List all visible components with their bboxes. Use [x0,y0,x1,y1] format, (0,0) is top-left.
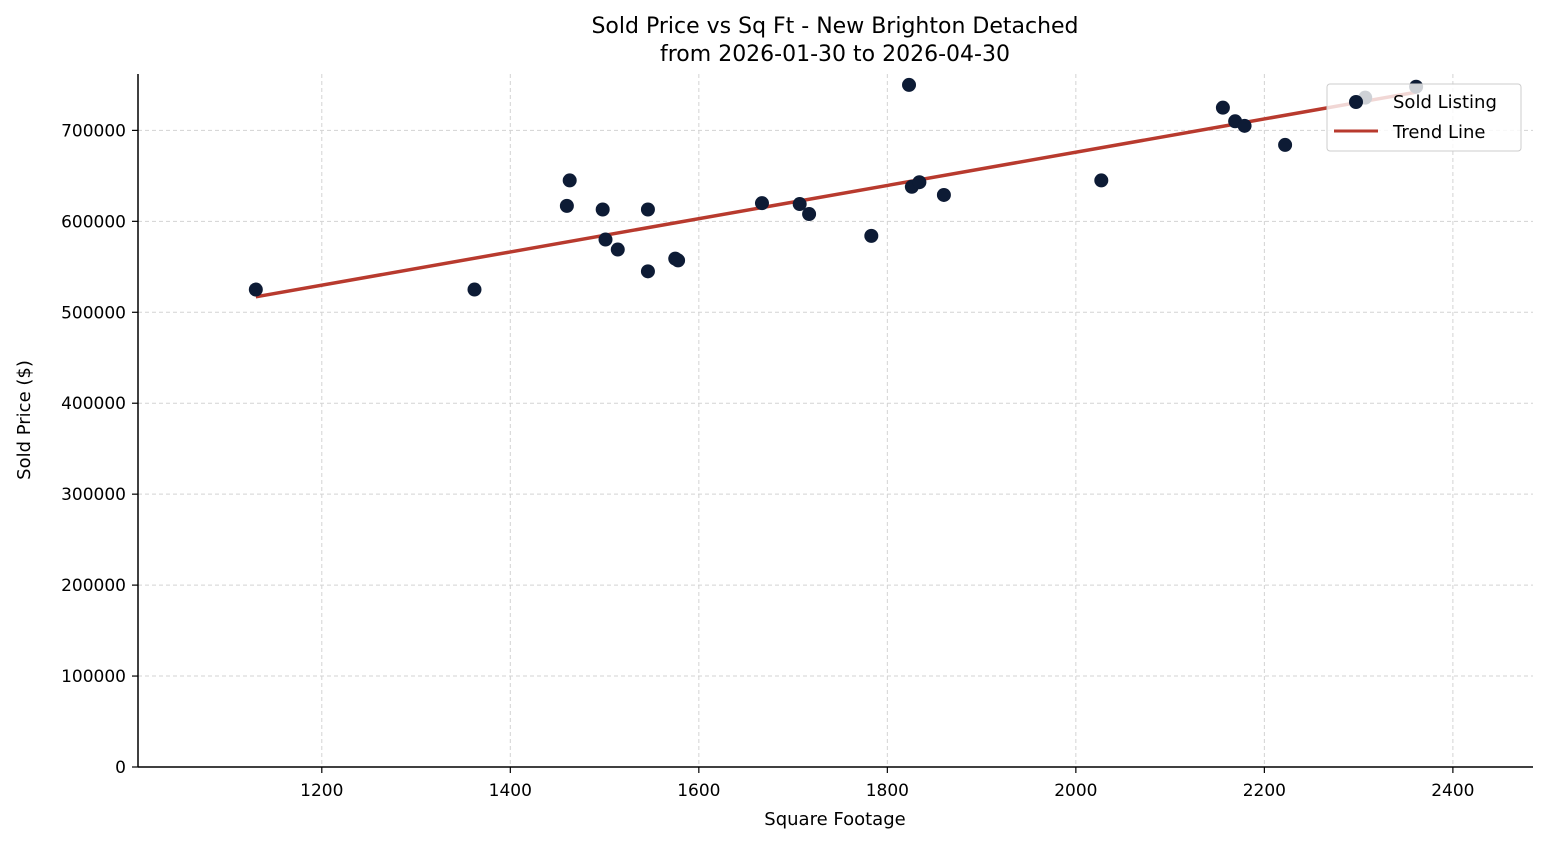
y-tick-label: 100000 [61,667,126,687]
x-tick-label: 2000 [1054,781,1097,801]
x-tick-label: 2400 [1431,781,1474,801]
y-tick-label: 600000 [61,212,126,232]
data-point [802,207,817,222]
legend-label-trend-line: Trend Line [1392,122,1486,143]
legend-label-sold-listing: Sold Listing [1393,92,1497,113]
trend-line-layer [255,90,1417,299]
data-point [902,77,917,92]
data-point [559,198,574,213]
legend-box [1326,83,1522,152]
y-tick-label: 500000 [61,303,126,323]
x-tick-label: 2200 [1243,781,1286,801]
data-point [610,242,625,257]
data-point [467,282,482,297]
data-point [792,197,807,212]
chart-title: Sold Price vs Sq Ft - New Brighton Detac… [591,14,1078,39]
data-point [595,202,610,217]
data-point [754,196,769,211]
y-tick-label: 700000 [61,121,126,141]
axes [132,74,1533,773]
x-tick-label: 1800 [866,781,909,801]
y-axis-label: Sold Price ($) [14,360,35,480]
x-tick-label: 1600 [677,781,720,801]
tick-labels: 1200 1400 1600 1800 2000 2200 2400 0 100000 20000… [61,121,1474,801]
data-point [640,264,655,279]
data-point [1237,118,1252,133]
x-tick-label: 1200 [300,781,343,801]
data-point [1094,173,1109,188]
grid-lines [138,74,1533,767]
trend-line [255,90,1417,299]
legend-marker-sold-listing [1349,95,1363,109]
data-point [562,173,577,188]
y-tick-label: 300000 [61,485,126,505]
x-axis-label: Square Footage [764,809,905,830]
data-point [1278,137,1293,152]
data-point [1215,100,1230,115]
data-point [936,187,951,202]
chart-subtitle: from 2026-01-30 to 2026-04-30 [660,42,1010,67]
x-tick-label: 1400 [489,781,532,801]
data-point [912,175,927,190]
legend: Sold Listing Trend Line [1326,83,1522,152]
y-tick-label: 400000 [61,394,126,414]
data-point [248,282,263,297]
data-point [864,228,879,243]
data-point [640,202,655,217]
data-point [598,232,613,247]
data-point [671,253,686,268]
y-tick-label: 0 [115,758,126,778]
y-tick-label: 200000 [61,576,126,596]
